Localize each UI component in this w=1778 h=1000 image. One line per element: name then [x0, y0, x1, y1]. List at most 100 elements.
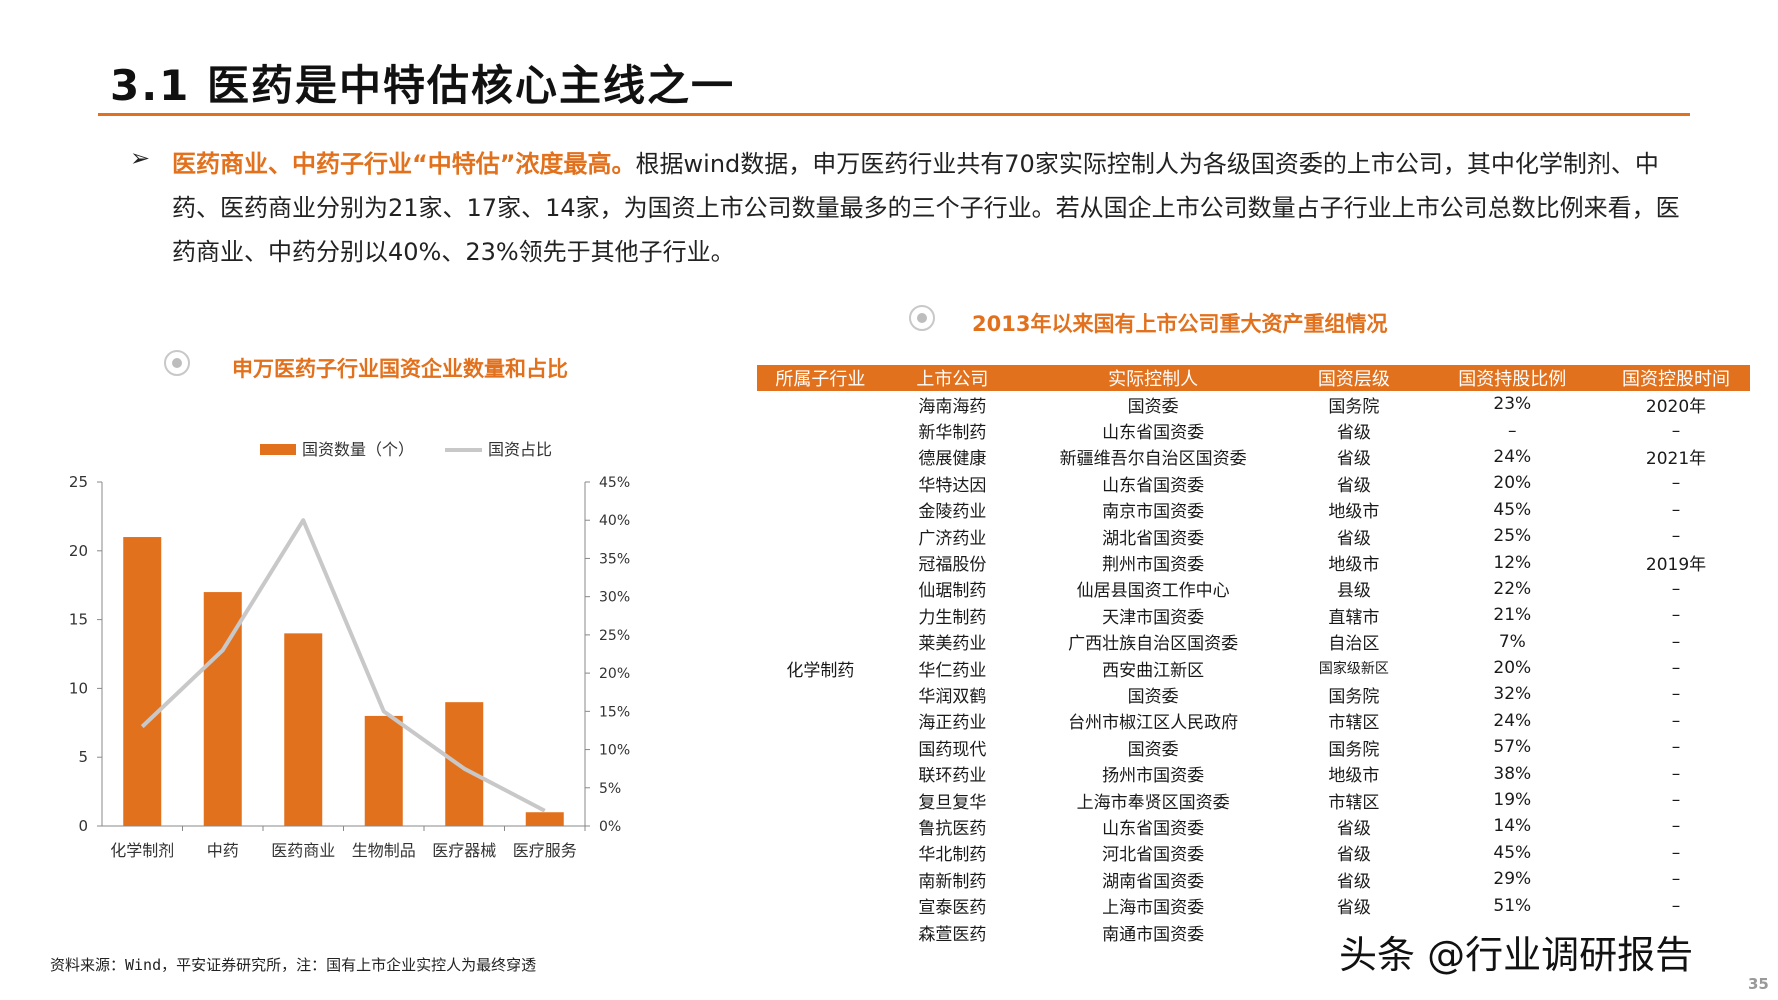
level-cell: 直辖市	[1328, 607, 1380, 628]
paragraph-body: 根据wind数据，申万医药行业共有70家实际控制人为各级国资委的上市公司，其中化…	[172, 150, 1680, 266]
time-cell: 2019年	[1645, 555, 1707, 576]
level-cell: 国家级新区	[1318, 661, 1389, 678]
right-tick-label: 5%	[599, 781, 621, 797]
time-cell: –	[1671, 816, 1681, 837]
right-tick-label: 25%	[599, 628, 630, 644]
table-row: 华北制药 河北省国资委 省级 45% –	[757, 840, 1750, 866]
ratio-cell: 38%	[1493, 763, 1532, 784]
right-tick-label: 20%	[599, 666, 630, 682]
time-cell: –	[1671, 473, 1681, 494]
radio-bullet-icon	[164, 350, 190, 376]
time-cell: –	[1671, 684, 1681, 705]
ratio-cell: 25%	[1493, 526, 1532, 547]
controller-cell: 天津市国资委	[1102, 607, 1205, 628]
right-tick-label: 45%	[599, 475, 630, 491]
company-cell: 新华制药	[918, 423, 987, 444]
company-cell: 金陵药业	[918, 502, 987, 523]
company-cell: 广济药业	[918, 528, 987, 549]
header-industry: 所属子行业	[757, 365, 884, 391]
controller-cell: 荆州市国资委	[1102, 555, 1205, 576]
ratio-cell: 23%	[1493, 394, 1532, 415]
right-tick-label: 0%	[599, 819, 621, 835]
table-row: 联环药业 扬州市国资委 地级市 38% –	[757, 760, 1750, 787]
level-cell: 县级	[1336, 581, 1371, 602]
page-number: 35	[1748, 975, 1769, 993]
controller-cell: 上海市奉贤区国资委	[1076, 792, 1230, 813]
controller-cell: 西安曲江新区	[1102, 660, 1205, 681]
ratio-cell: 7%	[1498, 631, 1526, 652]
table-row: 森萱医药 南通市国资委	[757, 919, 1750, 945]
ratio-cell: 57%	[1493, 737, 1532, 758]
controller-cell: 山东省国资委	[1102, 475, 1205, 496]
table-row: 莱美药业 广西壮族自治区国资委 自治区 7% –	[757, 629, 1750, 655]
title-underline	[98, 113, 1690, 116]
watermark: 头条 @行业调研报告	[1335, 924, 1698, 979]
table-section-title: 2013年以来国有上市公司重大资产重组情况	[972, 312, 1388, 336]
controller-cell: 国资委	[1127, 686, 1179, 707]
time-cell: 2020年	[1645, 396, 1707, 417]
controller-cell: 湖南省国资委	[1102, 871, 1205, 892]
controller-cell: 国资委	[1127, 396, 1179, 417]
company-cell: 南新制药	[918, 871, 987, 892]
x-tick-label: 生物制品	[352, 841, 416, 860]
ratio-cell: –	[1508, 420, 1517, 441]
table-row: 化学制药 海南海药 国资委 国务院 23% 2020年	[757, 391, 1750, 680]
table-row: 力生制药 天津市国资委 直辖市 21% –	[757, 602, 1750, 628]
company-cell: 宣泰医药	[918, 898, 987, 919]
ratio-line	[140, 518, 546, 813]
time-cell: 2021年	[1645, 449, 1707, 470]
time-cell: –	[1671, 605, 1681, 626]
time-cell: –	[1671, 763, 1681, 784]
level-cell: 省级	[1336, 423, 1371, 444]
time-cell: –	[1671, 895, 1681, 916]
right-tick-label: 35%	[599, 551, 630, 567]
level-cell: 市辖区	[1328, 792, 1380, 813]
company-cell: 联环药业	[918, 766, 987, 787]
source-note: 资料来源：Wind，平安证券研究所，注：国有上市企业实控人为最终穿透	[50, 956, 537, 974]
left-tick-label: 20	[69, 542, 88, 560]
ratio-cell: 29%	[1493, 869, 1532, 890]
controller-cell: 河北省国资委	[1102, 845, 1205, 866]
level-cell: 市辖区	[1328, 713, 1380, 734]
left-tick-label: 5	[78, 748, 88, 766]
x-tick-label: 中药	[207, 841, 239, 860]
company-cell: 森萱医药	[918, 924, 987, 945]
bar	[123, 537, 162, 826]
right-tick-label: 10%	[599, 743, 630, 759]
ratio-cell: 14%	[1493, 816, 1532, 837]
bar	[525, 812, 564, 826]
ratio-cell: 21%	[1493, 605, 1532, 626]
controller-cell: 国资委	[1127, 739, 1179, 760]
header-controller: 实际控制人	[1021, 365, 1286, 391]
level-cell: 国务院	[1328, 686, 1380, 707]
right-tick-label: 15%	[599, 704, 630, 720]
bullet-arrow-icon: ➢	[130, 144, 151, 172]
x-tick-label: 医疗服务	[513, 841, 577, 860]
right-tick-label: 40%	[599, 513, 630, 529]
ratio-cell: 12%	[1493, 552, 1532, 573]
controller-cell: 扬州市国资委	[1102, 766, 1205, 787]
level-cell: 省级	[1336, 475, 1371, 496]
time-cell: –	[1671, 578, 1681, 599]
level-cell: 地级市	[1328, 555, 1380, 576]
left-tick-label: 15	[69, 611, 88, 629]
time-cell: –	[1671, 790, 1681, 811]
company-cell: 海正药业	[918, 713, 987, 734]
ratio-cell: 45%	[1493, 842, 1532, 863]
paragraph-highlight: 医药商业、中药子行业“中特估”浓度最高。	[172, 150, 636, 178]
table-row: 南新制药 湖南省国资委 省级 29% –	[757, 866, 1750, 892]
time-cell: –	[1671, 869, 1681, 890]
company-cell: 华润双鹤	[918, 686, 987, 707]
controller-cell: 上海市国资委	[1102, 898, 1205, 919]
level-cell: 地级市	[1328, 502, 1380, 523]
ratio-cell: 24%	[1493, 446, 1532, 467]
company-cell: 华特达因	[918, 475, 987, 496]
table-row: 鲁抗医药 山东省国资委 省级 14% –	[757, 813, 1750, 839]
legend-bar-label: 国资数量（个）	[302, 440, 414, 459]
ratio-cell: 22%	[1493, 578, 1532, 599]
header-level: 国资层级	[1285, 365, 1423, 391]
level-cell: 自治区	[1328, 634, 1380, 655]
company-cell: 国药现代	[918, 739, 987, 760]
left-tick-label: 0	[78, 817, 88, 835]
time-cell: –	[1671, 842, 1681, 863]
